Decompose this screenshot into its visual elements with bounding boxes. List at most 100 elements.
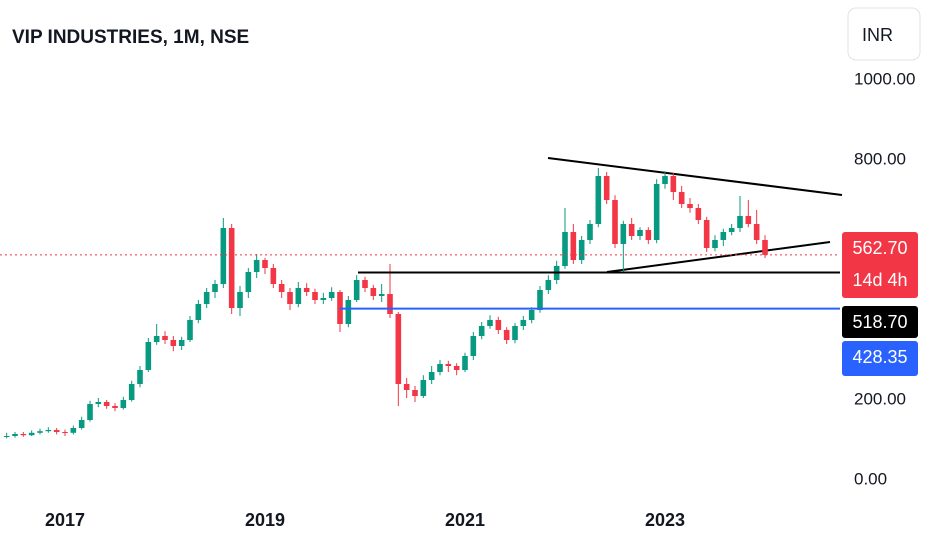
candle-body [37, 431, 43, 433]
candle-body [745, 216, 752, 224]
candle-body [420, 380, 427, 396]
candle-body [512, 326, 518, 340]
candle-body [395, 314, 402, 384]
candle-body [345, 300, 352, 324]
candle-body [578, 240, 585, 260]
candle-body [320, 298, 327, 300]
candle-body [645, 230, 652, 240]
candle-body [237, 292, 243, 308]
chart-title: VIP INDUSTRIES, 1M, NSE [12, 27, 249, 48]
candle-body [728, 228, 735, 232]
y-tick-label: 200.00 [854, 389, 906, 408]
candle-body [45, 430, 52, 432]
candle-body [453, 366, 460, 370]
candle-body [603, 176, 610, 200]
candle-body [270, 268, 277, 284]
candle-body [378, 294, 385, 296]
candle-body [128, 384, 135, 400]
candle-body [262, 260, 268, 268]
candle-body [478, 326, 485, 336]
candle-body [62, 432, 68, 433]
price-label-box [842, 341, 918, 376]
currency-button[interactable] [847, 7, 921, 61]
candle-body [687, 204, 693, 208]
candle-body [370, 288, 377, 296]
candle-body [162, 336, 168, 340]
candle-body [637, 230, 643, 236]
candle-body [653, 184, 660, 240]
candle-body [78, 420, 85, 428]
candle-body [178, 340, 185, 346]
candle-body [112, 406, 118, 408]
candle-body [120, 400, 127, 408]
candle-body [195, 304, 202, 320]
candle-body [620, 224, 627, 244]
currency-label[interactable]: INR [862, 25, 893, 45]
candle-body [245, 272, 252, 292]
trend-line [606, 241, 831, 273]
y-tick-label: 800.00 [854, 149, 906, 168]
x-tick-label: 2019 [245, 510, 285, 530]
price-label: 562.70 [852, 238, 907, 258]
y-tick-label: 1000.00 [854, 69, 915, 88]
candle-body [187, 320, 193, 340]
candle-body [737, 216, 743, 228]
candle-body [520, 320, 527, 326]
candle-body [3, 436, 10, 437]
candle-body [295, 288, 302, 304]
x-tick-label: 2021 [445, 510, 485, 530]
candle-body [437, 364, 443, 372]
candle-body [487, 320, 493, 326]
candle-body [312, 292, 318, 300]
candle-body [212, 284, 218, 292]
candle-body [20, 434, 27, 436]
candle-body [153, 336, 160, 342]
candle-body [278, 284, 285, 292]
candle-body [387, 294, 393, 314]
y-axis: 0.00200.00400.00600.00800.001000.0020172… [45, 69, 915, 529]
candle-body [445, 364, 452, 366]
x-tick-label: 2017 [45, 510, 85, 530]
candle-body [103, 402, 110, 406]
candle-body [287, 292, 293, 304]
candle-body [695, 208, 702, 220]
candle-body [612, 200, 618, 244]
candle-body [253, 260, 260, 272]
candle-body [87, 404, 93, 420]
candle-body [462, 356, 468, 370]
candle-body [712, 240, 718, 248]
y-tick-label: 0.00 [854, 469, 887, 488]
candle-body [537, 290, 543, 310]
price-label-box [842, 232, 918, 298]
candle-body [587, 224, 593, 240]
countdown-label: 14d 4h [852, 270, 907, 290]
candle-body [228, 228, 235, 308]
candle-body [762, 240, 768, 255]
candle-body [753, 224, 760, 240]
candle-body [570, 232, 577, 260]
candle-body [170, 340, 177, 346]
candle-body [220, 228, 227, 284]
candle-body [28, 432, 35, 436]
candle-body [328, 292, 335, 298]
candle-body [137, 370, 143, 384]
candle-body [412, 390, 418, 396]
candle-body [662, 176, 668, 184]
candle-body [595, 176, 602, 224]
candle-body [670, 176, 677, 192]
x-tick-label: 2023 [645, 510, 685, 530]
candle-body [470, 336, 477, 356]
price-label: 518.70 [852, 312, 907, 332]
candle-body [545, 280, 552, 290]
trend-line [547, 157, 843, 196]
candle-body [628, 224, 635, 236]
candle-body [503, 330, 510, 340]
candle-body [495, 320, 502, 330]
candle-body [678, 192, 685, 204]
candle-body [528, 310, 535, 320]
candle-body [303, 288, 310, 292]
candle-body [562, 232, 568, 266]
candle-body [95, 402, 102, 404]
